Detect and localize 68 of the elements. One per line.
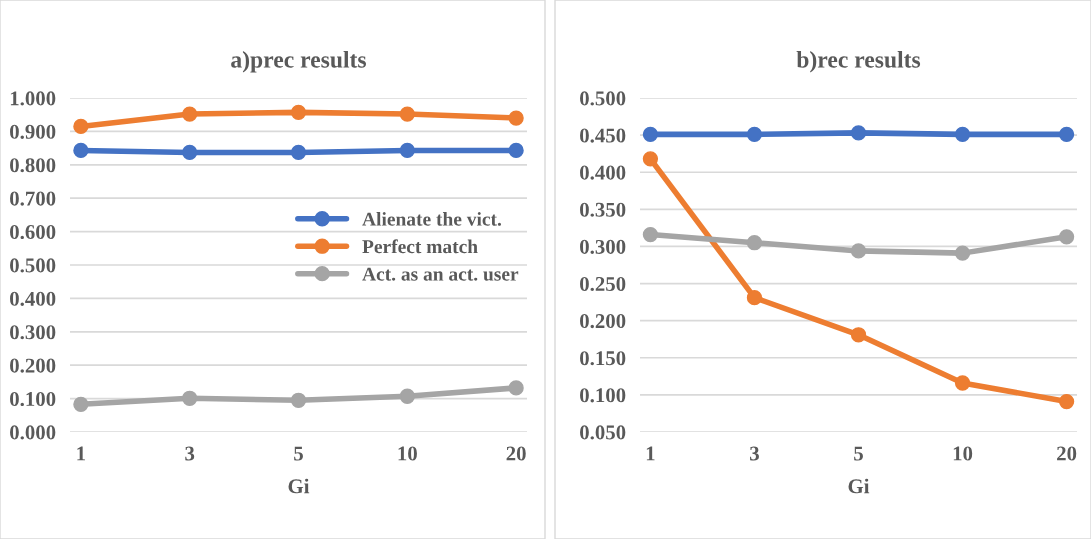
- legend-label: Alienate the vict.: [362, 212, 502, 226]
- point: [642, 151, 659, 167]
- legend-label: Perfect match: [362, 239, 478, 254]
- y-tick-label: 0.200: [580, 314, 626, 329]
- point: [399, 106, 415, 122]
- y-tick-label: 0.050: [580, 425, 626, 440]
- x-axis-title: Gi: [848, 478, 870, 494]
- point: [182, 106, 198, 122]
- point: [954, 245, 971, 261]
- point: [290, 392, 307, 408]
- chart-title: a)prec results: [231, 51, 367, 73]
- x-axis-title: Gi: [288, 478, 310, 494]
- point: [954, 126, 971, 143]
- y-tick-label: 0.100: [580, 388, 626, 403]
- point: [1058, 229, 1075, 245]
- y-tick-label: 0.450: [580, 128, 626, 143]
- point: [850, 243, 867, 259]
- y-tick-label: 0.800: [10, 158, 56, 173]
- point: [1058, 126, 1075, 143]
- point: [508, 380, 524, 396]
- y-tick-label: 0.200: [10, 358, 56, 373]
- point: [508, 142, 524, 159]
- point: [73, 396, 89, 412]
- point: [182, 144, 198, 161]
- legend-label: Act. as an act. user: [362, 267, 519, 281]
- y-tick-label: 0.000: [10, 425, 56, 440]
- y-tick-label: 0.150: [580, 351, 626, 366]
- x-tick-label: 10: [953, 446, 973, 461]
- point: [290, 104, 307, 121]
- point: [746, 126, 763, 143]
- point: [954, 375, 971, 391]
- point: [850, 125, 867, 141]
- x-tick-label: 20: [1057, 446, 1077, 461]
- y-tick-label: 0.250: [580, 276, 626, 292]
- x-tick-label: 5: [294, 446, 303, 461]
- y-tick-label: 0.300: [10, 325, 56, 340]
- point: [746, 290, 763, 306]
- x-tick-label: 5: [854, 446, 863, 461]
- point: [182, 390, 198, 406]
- x-tick-label: 3: [185, 446, 195, 461]
- point: [850, 327, 867, 343]
- point: [746, 235, 763, 251]
- x-tick-label: 1: [77, 446, 86, 461]
- y-tick-label: 0.100: [10, 391, 56, 407]
- y-tick-label: 0.500: [580, 91, 626, 106]
- y-tick-label: 0.700: [10, 191, 56, 206]
- y-tick-label: 0.500: [10, 258, 56, 273]
- x-tick-label: 10: [398, 446, 417, 461]
- y-tick-label: 0.400: [580, 165, 626, 180]
- chart-title: b)rec results: [796, 51, 921, 73]
- point: [1058, 393, 1075, 410]
- y-tick-label: 0.400: [10, 291, 56, 306]
- point: [73, 142, 89, 159]
- point: [642, 126, 659, 143]
- point: [508, 110, 524, 126]
- point: [642, 226, 659, 243]
- point: [399, 142, 415, 159]
- point: [290, 144, 307, 161]
- y-tick-label: 1.000: [10, 91, 56, 106]
- point: [73, 118, 89, 135]
- y-tick-label: 0.600: [10, 224, 56, 240]
- x-tick-label: 3: [750, 446, 759, 461]
- point: [399, 388, 415, 404]
- y-tick-label: 0.900: [10, 124, 56, 139]
- y-tick-label: 0.350: [580, 202, 626, 217]
- x-tick-label: 20: [506, 446, 526, 461]
- y-tick-label: 0.300: [580, 239, 626, 254]
- x-tick-label: 1: [646, 446, 655, 461]
